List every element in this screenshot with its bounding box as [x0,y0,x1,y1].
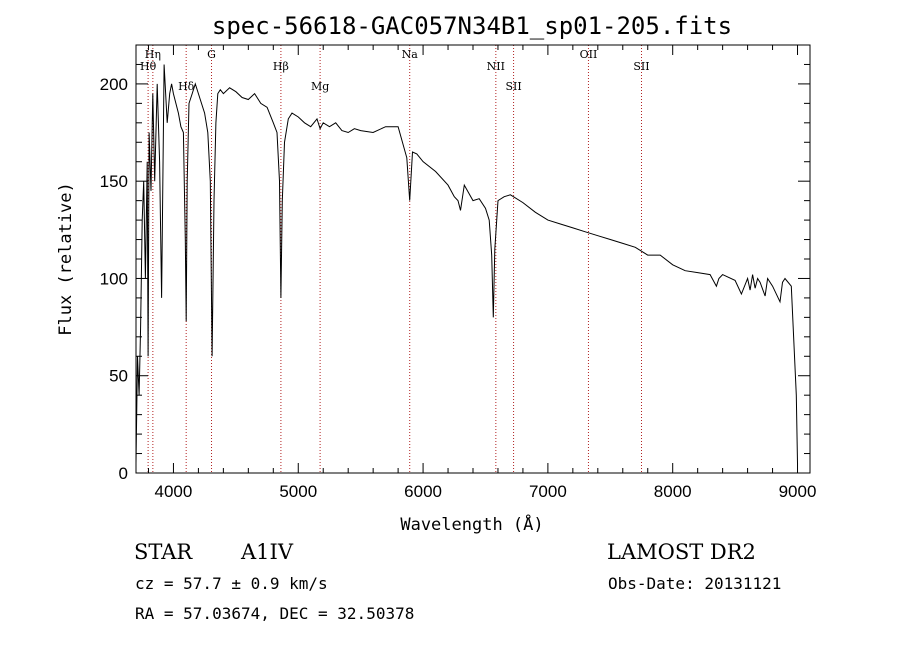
y-axis-ticks: 0 50 100 150 200 [100,63,810,483]
y-tick-label: 150 [100,172,128,191]
spectral-line-label: OII [580,48,598,61]
observation-date: Obs-Date: 20131121 [608,574,782,593]
spectral-line-label: Hη [145,48,161,61]
spectral-line-label: Hβ [273,60,289,73]
object-class: STAR [134,540,193,564]
spectral-line-label: Na [402,48,419,61]
survey-name: LAMOST DR2 [607,540,756,564]
y-tick-label: 0 [119,464,128,483]
y-axis-label: Flux (relative) [56,182,76,336]
spectral-line-label: SII [633,60,649,73]
spectral-line-label: G [207,48,216,61]
y-tick-label: 50 [109,367,128,386]
x-tick-label: 8000 [654,482,692,501]
x-tick-label: 5000 [279,482,317,501]
x-axis-label: Wavelength (Å) [400,513,543,535]
x-tick-label: 6000 [404,482,442,501]
spectral-line-label: Hδ [178,80,195,93]
y-tick-label: 100 [100,269,128,288]
spectrum-line [135,64,798,464]
x-tick-label: 4000 [155,482,193,501]
object-subclass: A1IV [241,540,293,564]
redshift-cz: cz = 57.7 ± 0.9 km/s [135,574,328,593]
plot-frame [135,44,811,474]
x-tick-label: 7000 [529,482,567,501]
x-tick-label: 9000 [779,482,817,501]
coordinates: RA = 57.03674, DEC = 32.50378 [135,604,415,623]
x-axis-ticks: 4000 5000 6000 7000 8000 9000 [147,45,817,501]
y-tick-label: 200 [100,75,128,94]
chart-title: spec-56618-GAC057N34B1_sp01-205.fits [212,12,732,40]
spectral-line-label: SII [505,80,521,93]
spectral-line-markers [147,45,642,473]
spectral-line-label: Hθ [140,60,157,73]
spectral-line-label: NII [487,60,505,73]
spectral-line-label: Mg [311,80,329,93]
